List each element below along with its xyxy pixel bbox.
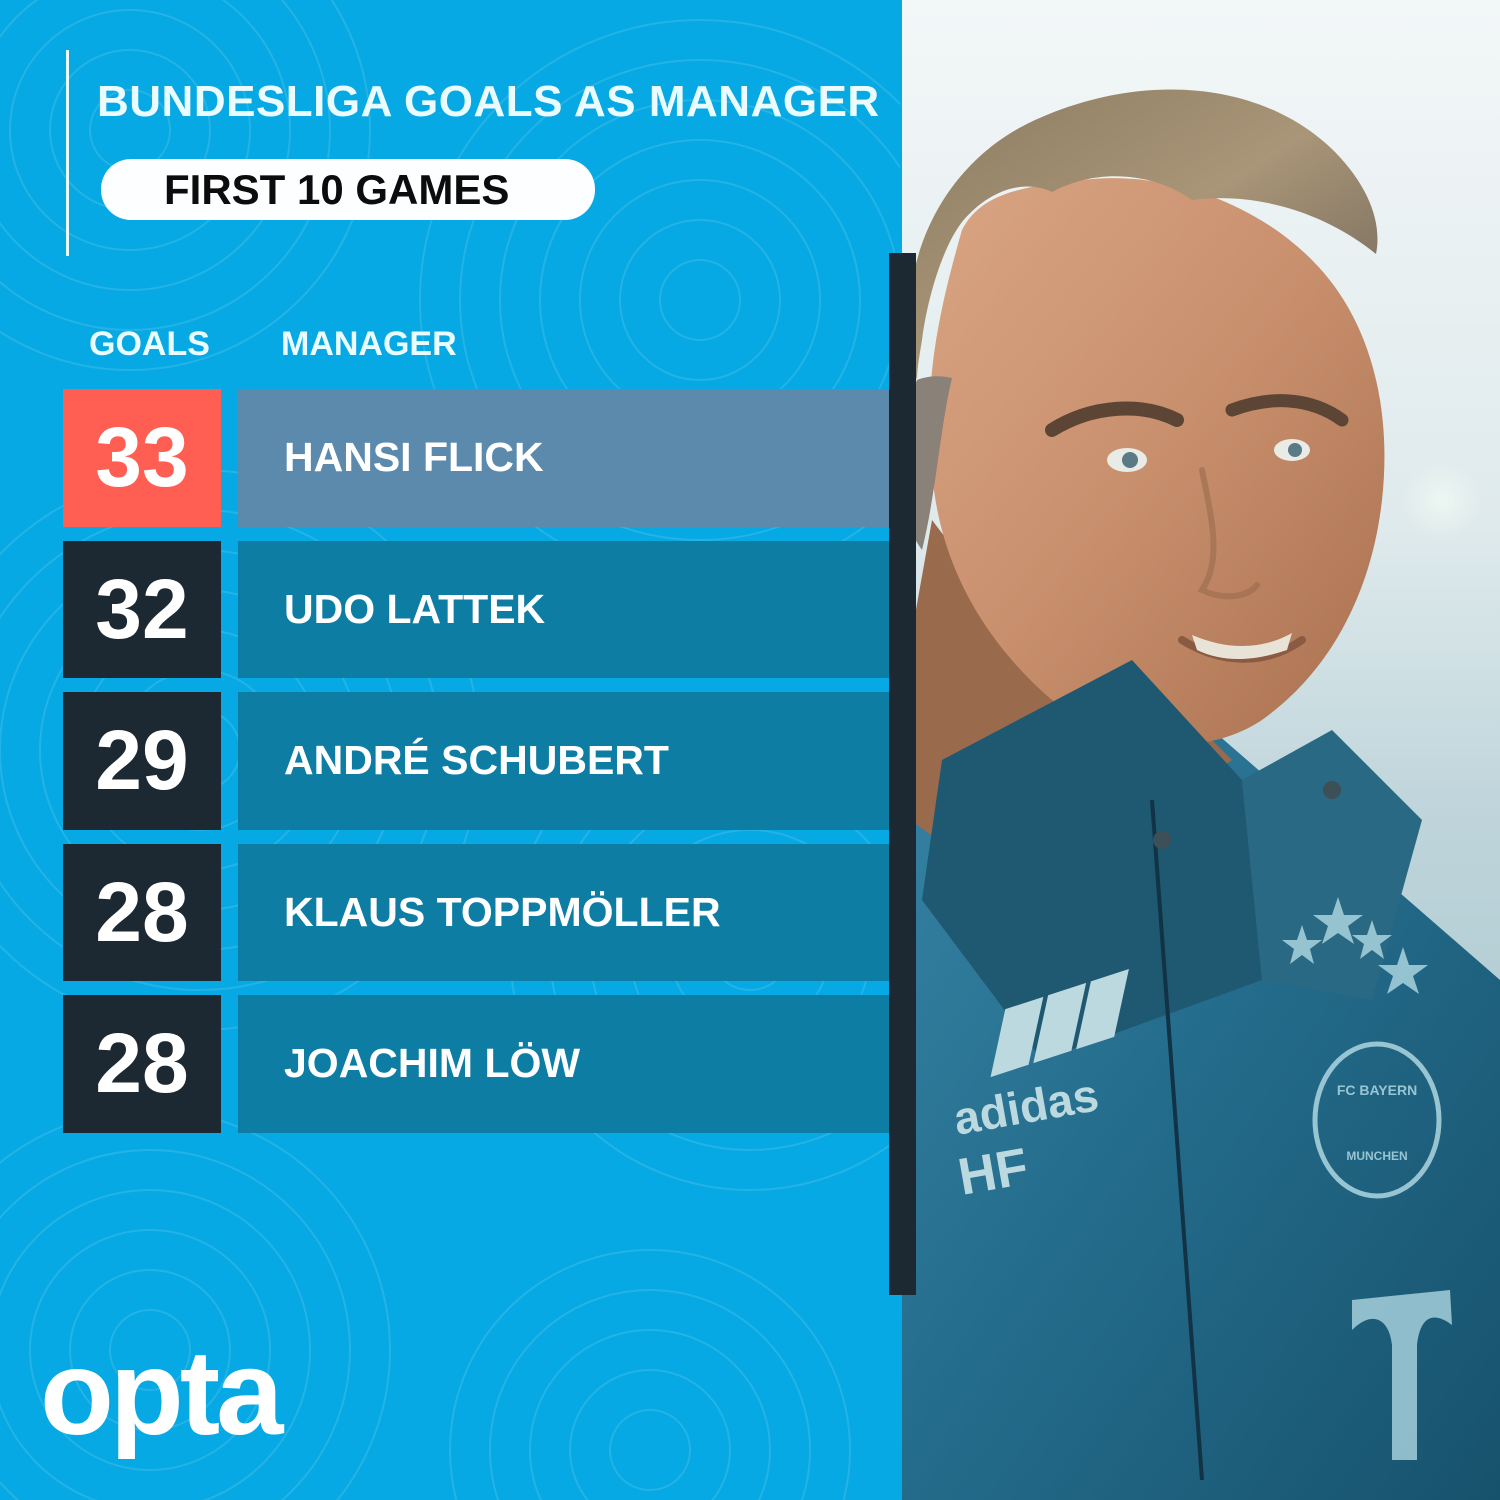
- svg-text:MUNCHEN: MUNCHEN: [1346, 1149, 1407, 1163]
- svg-text:FC BAYERN: FC BAYERN: [1337, 1082, 1417, 1098]
- svg-text:HF: HF: [954, 1138, 1032, 1207]
